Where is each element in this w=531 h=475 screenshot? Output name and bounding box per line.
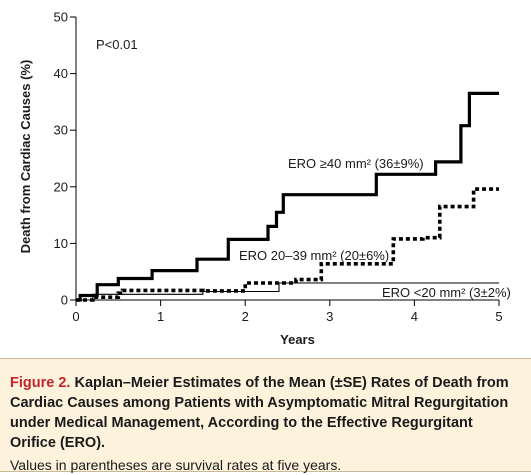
caption-title: Kaplan–Meier Estimates of the Mean (±SE)…: [10, 375, 509, 451]
figure-label: Figure 2.: [10, 375, 71, 391]
y-tick-label: 40: [54, 66, 68, 81]
x-tick-label: 5: [495, 309, 502, 324]
x-tick-label: 0: [72, 309, 79, 324]
caption-note: Values in parentheses are survival rates…: [10, 457, 342, 473]
series-line-ero-20-39: [76, 187, 499, 302]
series-label-ero-20-39: ERO 20–39 mm² (20±6%): [239, 248, 389, 263]
p-value-annotation: P<0.01: [96, 37, 138, 52]
y-tick-label: 20: [54, 179, 68, 194]
series-label-ero-40-plus: ERO ≥40 mm² (36±9%): [288, 156, 424, 171]
x-tick-label: 1: [157, 309, 164, 324]
y-tick-label: 50: [54, 10, 68, 25]
series-line-ero-40-plus: [76, 91, 499, 302]
figure-caption: Figure 2. Kaplan–Meier Estimates of the …: [0, 358, 531, 473]
x-tick-label: 4: [411, 309, 418, 324]
series-label-ero-under-20: ERO <20 mm² (3±2%): [382, 285, 511, 300]
chart-area: 0 10 20 30 40 50 0 1 2 3 4 5 Years Death from Cardiac…: [18, 10, 511, 348]
y-tick-label: 10: [54, 236, 68, 251]
x-axis-label: Years: [280, 332, 315, 347]
x-tick-label: 2: [242, 309, 249, 324]
y-tick-label: 30: [54, 123, 68, 138]
y-axis-label: Death from Cardiac Causes (%): [18, 60, 33, 254]
caption-title-block: Figure 2. Kaplan–Meier Estimates of the …: [10, 373, 521, 453]
km-chart: 0 10 20 30 40 50 0 1 2 3 4 5 Years Death from Cardiac…: [18, 10, 511, 348]
x-tick-label: 3: [326, 309, 333, 324]
y-tick-label: 0: [61, 293, 68, 308]
